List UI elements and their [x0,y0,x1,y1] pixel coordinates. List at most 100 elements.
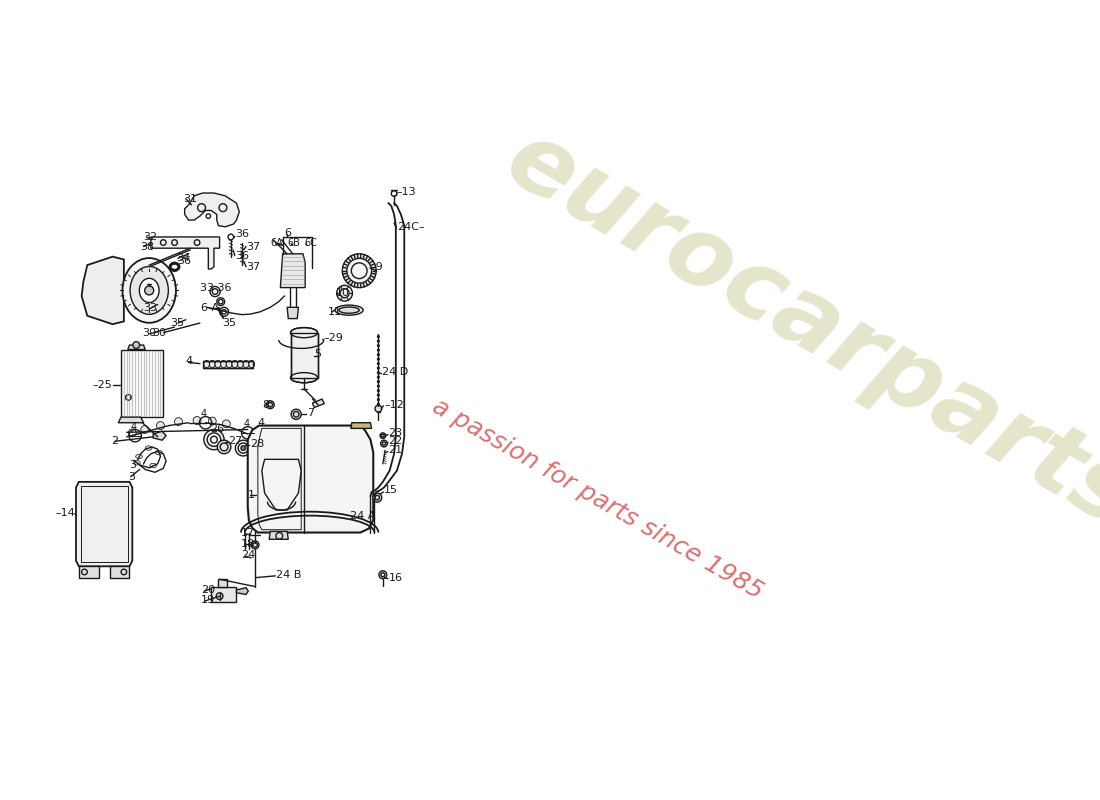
Circle shape [218,440,231,454]
Text: 4: 4 [186,356,192,366]
Circle shape [377,386,379,387]
Text: 24C–: 24C– [397,222,425,232]
Circle shape [172,269,173,270]
Ellipse shape [135,454,142,458]
Polygon shape [76,482,132,566]
Text: 6A: 6A [271,238,283,247]
Circle shape [377,376,379,378]
Polygon shape [248,426,373,533]
Text: 30: 30 [142,328,156,338]
Circle shape [373,493,382,502]
Ellipse shape [209,361,216,368]
Polygon shape [351,422,372,428]
Text: 5: 5 [315,349,321,359]
Polygon shape [118,417,144,422]
Text: 16: 16 [388,573,403,582]
Text: 36: 36 [235,229,250,239]
Text: 24 B: 24 B [276,570,301,580]
Polygon shape [81,257,124,324]
Circle shape [377,381,379,382]
Text: 6 A: 6 A [201,303,219,314]
Text: 26: 26 [210,425,224,434]
Text: –14: –14 [55,508,75,518]
Polygon shape [151,237,220,269]
Text: 35: 35 [222,318,236,328]
Text: 4: 4 [131,422,136,432]
Circle shape [204,430,224,450]
Circle shape [176,269,177,270]
Text: 3: 3 [130,460,136,470]
Text: 19: 19 [201,595,216,605]
Circle shape [346,258,372,283]
Circle shape [375,406,382,412]
Circle shape [377,358,379,360]
Text: 4: 4 [257,418,264,428]
Text: 7: 7 [307,408,314,418]
Text: 21: 21 [388,446,403,455]
Ellipse shape [336,305,363,315]
Circle shape [377,367,379,369]
Polygon shape [128,345,145,350]
Circle shape [156,422,164,430]
Text: 18: 18 [241,538,255,549]
Ellipse shape [232,361,238,368]
Text: –29: –29 [323,334,343,343]
Ellipse shape [130,266,168,314]
Text: 15: 15 [384,486,398,495]
Circle shape [342,254,376,288]
Text: 10: 10 [336,288,350,298]
Text: 35: 35 [170,318,185,328]
Circle shape [377,394,379,396]
Text: –25: –25 [92,380,112,390]
Text: 37: 37 [246,242,261,251]
Text: 24 D: 24 D [382,367,408,377]
Ellipse shape [204,361,209,368]
Ellipse shape [122,258,176,322]
Circle shape [169,268,172,270]
Polygon shape [79,566,99,578]
Text: 34: 34 [176,254,190,263]
Circle shape [177,268,179,270]
Ellipse shape [133,461,140,465]
Circle shape [133,342,140,349]
Circle shape [377,372,379,374]
Circle shape [266,401,274,409]
Circle shape [174,262,175,264]
Polygon shape [110,566,130,578]
Circle shape [235,440,251,456]
Text: a passion for parts since 1985: a passion for parts since 1985 [428,394,767,603]
Ellipse shape [221,361,227,368]
Text: 24 A: 24 A [350,510,375,521]
Ellipse shape [216,361,221,368]
Polygon shape [185,193,240,226]
Circle shape [175,418,183,426]
Circle shape [381,440,387,447]
Text: –13: –13 [396,187,416,197]
Polygon shape [218,579,227,586]
Circle shape [377,345,379,346]
Text: 11: 11 [328,307,342,317]
Text: 37: 37 [246,262,261,272]
Circle shape [169,264,172,266]
Text: 36: 36 [235,250,250,261]
Text: 30: 30 [152,328,166,338]
Circle shape [251,541,258,549]
Circle shape [377,390,379,391]
Text: 33: 33 [144,303,157,314]
Text: –9: –9 [371,262,383,272]
Text: 6B: 6B [287,238,300,247]
Ellipse shape [243,361,249,368]
Circle shape [241,446,245,450]
Circle shape [377,403,379,405]
Circle shape [292,410,301,419]
Text: 27: 27 [229,436,243,446]
Text: 33 36: 33 36 [200,282,232,293]
Circle shape [337,286,352,301]
Polygon shape [280,254,305,288]
Text: 28: 28 [250,438,264,449]
Circle shape [377,354,379,355]
Circle shape [377,350,379,351]
Text: –12: –12 [384,400,404,410]
Ellipse shape [145,446,152,450]
Text: 8: 8 [263,400,270,410]
